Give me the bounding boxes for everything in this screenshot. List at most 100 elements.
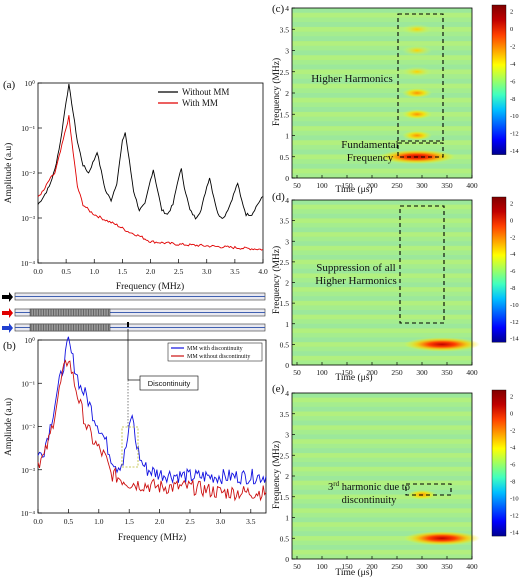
spectrogram-band	[292, 457, 472, 463]
ytick-label: 3	[285, 431, 289, 440]
spectrogram-band	[292, 332, 472, 338]
spectrogram-band	[292, 466, 472, 472]
legend-label-without-mm: Without MM	[182, 87, 229, 97]
spectrogram-band	[292, 83, 472, 89]
panel-c-ylabel: Frequency (MHz)	[271, 58, 282, 126]
spectrogram-band	[292, 296, 472, 302]
panel-e-box-third-harmonic	[405, 483, 452, 496]
xtick-label: 400	[466, 368, 478, 377]
ytick-label: 2.5	[280, 451, 290, 460]
ytick-label: 2	[285, 279, 289, 288]
spectrogram-band	[292, 140, 472, 146]
spectrogram-band	[292, 522, 472, 528]
xtick-label: 200	[366, 181, 378, 190]
colorbar-tick-label: 0	[510, 26, 513, 33]
ytick-label: 0	[285, 555, 289, 564]
spectrogram-peak	[402, 45, 432, 56]
ytick-label: 0	[285, 174, 289, 183]
ytick-label: 10⁻¹	[21, 379, 35, 388]
spectrogram-band	[292, 93, 472, 99]
panel-c-box-harmonics	[397, 13, 444, 142]
spectrogram-band	[292, 416, 472, 422]
colorbar-tick-label: -4	[510, 445, 516, 452]
xtick-label: 150	[341, 562, 353, 571]
ytick-label: 1.5	[280, 493, 290, 502]
colorbar	[491, 196, 507, 343]
spectrogram-band	[292, 462, 472, 468]
panel-e: 0 0.5 1 1.5 2 2.5 3 3.5 4 50 100 150 200 250 300 350 400…	[280, 389, 520, 571]
ytick-label: 10⁻²	[21, 423, 35, 432]
ytick-label: 1	[285, 514, 289, 523]
spectrogram-band	[292, 512, 472, 518]
spectrogram-band	[292, 116, 472, 122]
ytick-label: 2	[285, 472, 289, 481]
xtick-label: 2.0	[146, 267, 156, 276]
ytick-label: 10⁻³	[21, 214, 35, 223]
panel-c-annotation-frequency: Frequency	[347, 152, 394, 164]
colorbar-tick-label: -10	[510, 302, 519, 309]
spectrogram-band	[292, 448, 472, 454]
spectrogram-band	[292, 268, 472, 274]
ytick-label: 4	[285, 4, 289, 13]
ytick-label: 10⁻²	[21, 169, 35, 178]
colorbar-tick-label: -12	[510, 513, 519, 520]
specimen-bar-mm	[2, 308, 266, 318]
spectrogram-band	[292, 328, 472, 334]
xtick-label: 0.5	[64, 517, 74, 526]
spectrogram-peak	[404, 337, 480, 352]
spectrogram-band	[292, 535, 472, 542]
spectrogram-peak	[402, 130, 432, 141]
spectrogram-band	[292, 452, 472, 459]
panel-e-annotations: (e) Frequency (MHz) Time (μs) 3rd harmon…	[271, 383, 452, 578]
panel-c-annotations: (c) Frequency (MHz) Time (μs) Higher Har…	[271, 3, 444, 195]
spectrogram-band	[292, 78, 472, 85]
legend-label-with-discontinuity: MM with discontinuity	[187, 346, 243, 352]
spectrogram-band	[292, 227, 472, 233]
spectrogram-band	[292, 494, 472, 500]
panel-b-series-2	[37, 359, 267, 502]
ytick-label: 3.5	[280, 410, 290, 419]
spectrogram-band	[292, 126, 472, 132]
spectrogram-band	[292, 485, 472, 491]
spectrogram-band	[292, 200, 472, 206]
spectrogram-band	[292, 434, 472, 440]
xtick-label: 350	[441, 368, 453, 377]
spectrogram-band	[292, 406, 472, 412]
xtick-label: 3.5	[246, 517, 256, 526]
xtick-label: 100	[316, 368, 328, 377]
spectrogram-band	[292, 549, 472, 555]
spectrogram-band	[292, 209, 472, 215]
panel-a-frame	[37, 82, 264, 264]
panel-a-letter: (a)	[3, 79, 16, 91]
spectrogram-band	[292, 8, 472, 14]
spectrogram-band	[292, 222, 472, 228]
xtick-label: 350	[441, 562, 453, 571]
ytick-label: 4	[285, 389, 289, 398]
panel-e-xlabel: Time (μs)	[335, 567, 372, 578]
spectrogram-band	[292, 323, 472, 329]
ytick-label: 3	[285, 237, 289, 246]
panel-b-xlabel: Frequency (MHz)	[118, 532, 186, 543]
ytick-label: 10⁻⁴	[21, 259, 35, 268]
panel-b-letter: (b)	[3, 340, 16, 352]
panel-d-ylabel: Frequency (MHz)	[271, 246, 282, 314]
colorbar	[491, 4, 507, 155]
spectrogram-band	[292, 411, 472, 417]
colorbar-tick-label: -14	[510, 148, 519, 155]
spectrogram-band	[292, 425, 472, 431]
arrow-blue-icon	[2, 323, 13, 333]
spectrogram-band	[292, 74, 472, 80]
spectrogram-band	[292, 59, 472, 66]
colorbar-tick-label: 0	[510, 217, 513, 224]
panel-e-letter: (e)	[272, 383, 285, 395]
colorbar-tick-label: -10	[510, 496, 519, 503]
spectrogram-band	[292, 64, 472, 70]
colorbar-tick-label: -8	[510, 479, 515, 486]
spectrogram-band	[292, 540, 472, 546]
xtick-label: 50	[293, 562, 301, 571]
xtick-label: 100	[316, 562, 328, 571]
panel-c-annotation-fundamental: Fundamental	[341, 139, 398, 151]
panel-d-annotation-line1: Suppression of all	[316, 262, 395, 274]
ytick-label: 2	[285, 89, 289, 98]
spectrogram-band	[292, 41, 472, 47]
